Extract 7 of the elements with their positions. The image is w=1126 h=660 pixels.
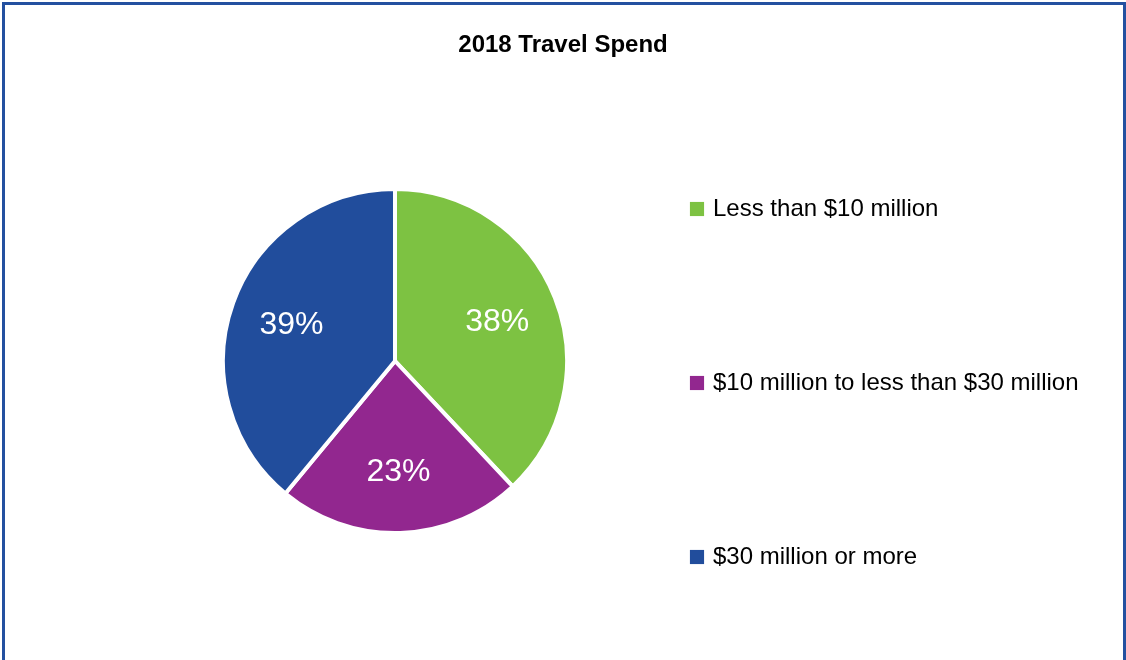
legend-label: Less than $10 million xyxy=(713,194,939,221)
chart-title: 2018 Travel Spend xyxy=(458,30,668,57)
data-label: 39% xyxy=(259,304,324,341)
data-label: 38% xyxy=(465,301,530,338)
data-label: 23% xyxy=(366,451,431,488)
legend-label: $30 million or more xyxy=(713,542,918,569)
legend-label: $10 million to less than $30 million xyxy=(713,368,1079,395)
